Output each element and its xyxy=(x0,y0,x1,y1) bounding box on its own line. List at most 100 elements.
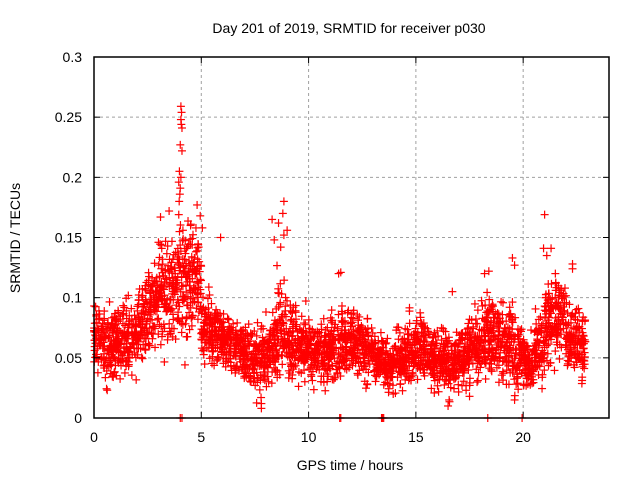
data-point xyxy=(434,387,443,396)
data-point xyxy=(95,341,104,350)
data-point xyxy=(193,315,202,324)
data-point xyxy=(177,281,186,290)
outlier-point xyxy=(176,173,185,182)
x-tick-label: 0 xyxy=(90,429,98,445)
data-point xyxy=(161,266,170,275)
data-point xyxy=(139,326,148,335)
data-point xyxy=(262,353,271,362)
data-point xyxy=(220,329,229,338)
data-point xyxy=(188,230,197,239)
data-point xyxy=(168,269,177,278)
data-point xyxy=(149,329,158,338)
data-point xyxy=(252,340,261,349)
outlier-point xyxy=(216,233,225,242)
data-point xyxy=(124,291,133,300)
data-point xyxy=(132,375,141,384)
data-point xyxy=(105,297,114,306)
data-point xyxy=(133,336,142,345)
data-point xyxy=(262,361,271,370)
data-point xyxy=(157,296,166,305)
outlier-point xyxy=(198,223,207,232)
data-point xyxy=(163,335,172,344)
data-point xyxy=(140,345,149,354)
data-point xyxy=(483,288,492,297)
data-point xyxy=(551,347,560,356)
data-point xyxy=(210,322,219,331)
outlier-point xyxy=(270,235,279,244)
data-point xyxy=(245,340,254,349)
data-point xyxy=(112,371,121,380)
outlier-point xyxy=(176,140,185,149)
data-point xyxy=(481,374,490,383)
y-tick-label: 0.25 xyxy=(55,109,82,125)
data-point xyxy=(163,242,172,251)
data-point xyxy=(278,360,287,369)
outlier-point xyxy=(539,244,548,253)
data-point xyxy=(327,306,336,315)
data-point xyxy=(165,319,174,328)
data-point xyxy=(240,352,249,361)
data-point xyxy=(230,344,239,353)
data-point xyxy=(235,355,244,364)
data-point xyxy=(139,302,148,311)
data-point xyxy=(178,226,187,235)
data-point xyxy=(190,284,199,293)
data-point xyxy=(205,290,214,299)
data-point xyxy=(158,255,167,264)
data-point xyxy=(494,378,503,387)
data-point xyxy=(176,241,185,250)
data-point xyxy=(148,281,157,290)
data-point xyxy=(166,306,175,315)
data-point xyxy=(118,310,127,319)
data-point xyxy=(180,255,189,264)
x-tick-label: 10 xyxy=(301,429,317,445)
data-point xyxy=(362,384,371,393)
data-point xyxy=(550,366,559,375)
data-point xyxy=(168,287,177,296)
data-point xyxy=(102,384,111,393)
data-point xyxy=(276,298,285,307)
data-point xyxy=(214,353,223,362)
data-point xyxy=(114,358,123,367)
data-point xyxy=(155,320,164,329)
data-point xyxy=(187,252,196,261)
data-point xyxy=(204,283,213,292)
data-point xyxy=(181,281,190,290)
data-point xyxy=(166,295,175,304)
data-point xyxy=(145,341,154,350)
data-point xyxy=(122,314,131,323)
data-point xyxy=(162,249,171,258)
data-point xyxy=(103,386,112,395)
data-point xyxy=(91,339,100,348)
data-point xyxy=(176,261,185,270)
outlier-point xyxy=(177,108,186,117)
data-point xyxy=(253,342,262,351)
data-point xyxy=(101,334,110,343)
data-point xyxy=(169,315,178,324)
outlier-point xyxy=(165,207,174,216)
data-point xyxy=(251,356,260,365)
outlier-point xyxy=(156,213,165,222)
data-point xyxy=(160,357,169,366)
data-point xyxy=(261,308,270,317)
data-point xyxy=(211,326,220,335)
data-point xyxy=(165,255,174,264)
data-point xyxy=(202,344,211,353)
data-point xyxy=(273,261,282,270)
data-point xyxy=(98,319,107,328)
data-point xyxy=(241,323,250,332)
outlier-point xyxy=(268,215,277,224)
data-point xyxy=(294,382,303,391)
data-point xyxy=(150,276,159,285)
outlier-point xyxy=(334,269,343,278)
data-point xyxy=(135,312,144,321)
outlier-point xyxy=(568,264,577,273)
data-point xyxy=(242,372,251,381)
data-point xyxy=(263,337,272,346)
data-point xyxy=(134,290,143,299)
data-point xyxy=(112,324,121,333)
data-point xyxy=(233,318,242,327)
data-point xyxy=(213,355,222,364)
y-tick-label: 0.05 xyxy=(55,350,82,366)
y-tick-label: 0.1 xyxy=(63,290,83,306)
